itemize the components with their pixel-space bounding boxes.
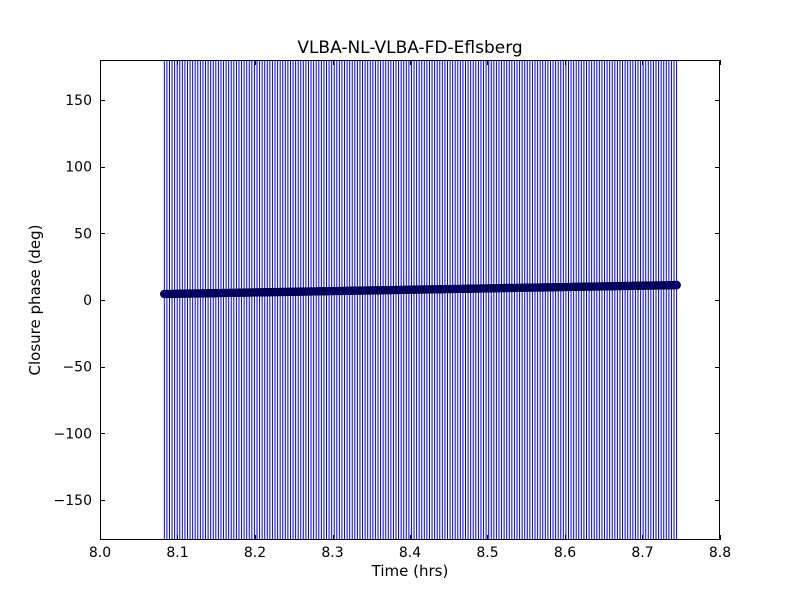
x-tick-label: 8.8 (709, 545, 731, 561)
y-tick-label: 50 (74, 226, 92, 242)
x-tick-label: 8.0 (89, 545, 111, 561)
x-axis-label: Time (hrs) (371, 562, 449, 580)
x-tick-label: 8.5 (476, 545, 498, 561)
y-tick-label: −150 (54, 493, 92, 509)
x-tick-label: 8.4 (399, 545, 421, 561)
x-tick-label: 8.6 (554, 545, 576, 561)
y-tick-label: 100 (65, 160, 92, 176)
y-tick-label: −100 (54, 426, 92, 442)
y-tick-label: 0 (83, 293, 92, 309)
y-axis-ticks: 150 100 50 0 −50 −100 −150 (54, 93, 720, 509)
y-axis-label: Closure phase (deg) (26, 225, 44, 376)
y-tick-label: −50 (62, 360, 92, 376)
data-point (672, 280, 681, 290)
x-tick-label: 8.7 (631, 545, 653, 561)
x-tick-label: 8.3 (321, 545, 343, 561)
data-points (160, 280, 681, 299)
x-axis-ticks: 8.0 8.1 8.2 8.3 8.4 8.5 8.6 8.7 8.8 (89, 60, 731, 561)
x-tick-label: 8.2 (244, 545, 266, 561)
error-bars (163, 60, 678, 540)
y-tick-label: 150 (65, 93, 92, 109)
x-tick-label: 8.1 (166, 545, 188, 561)
chart-title: VLBA-NL-VLBA-FD-Eflsberg (297, 38, 522, 58)
